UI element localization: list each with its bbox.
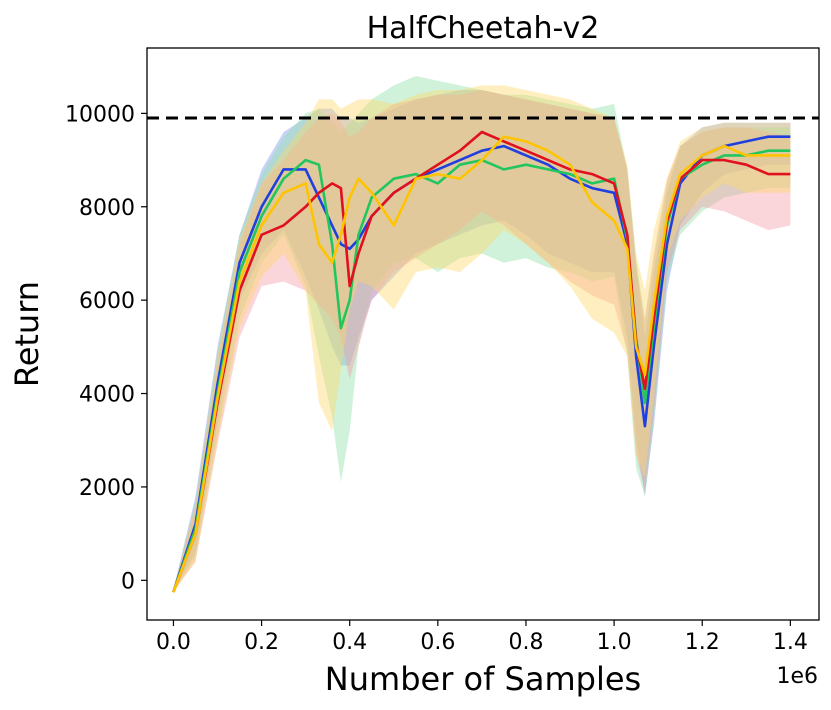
series-line-blue xyxy=(172,135,791,593)
band-green xyxy=(173,76,791,592)
x-tick-label: 1.2 xyxy=(685,630,720,655)
plot-frame xyxy=(146,47,820,621)
y-axis-label: Return xyxy=(8,281,46,387)
y-tick-label: 6000 xyxy=(79,289,135,314)
series-line-red xyxy=(172,130,791,593)
x-tick-label: 0.0 xyxy=(156,630,191,655)
chart-title: HalfCheetah-v2 xyxy=(367,11,600,46)
x-axis: 0.0 0.2 0.4 0.6 0.8 1.0 1.2 1.4 xyxy=(156,620,808,655)
series-line-yellow xyxy=(172,135,791,593)
y-tick-label: 0 xyxy=(121,569,135,594)
x-axis-offset-label: 1e6 xyxy=(776,664,818,689)
y-tick-label: 10000 xyxy=(65,102,135,127)
y-tick-label: 4000 xyxy=(79,383,135,408)
x-tick-label: 0.2 xyxy=(244,630,279,655)
x-tick-label: 0.4 xyxy=(332,630,367,655)
x-axis-label: Number of Samples xyxy=(325,660,641,698)
confidence-bands xyxy=(173,76,791,593)
y-tick-label: 2000 xyxy=(79,476,135,501)
x-tick-label: 1.0 xyxy=(597,630,632,655)
x-tick-label: 0.8 xyxy=(508,630,543,655)
x-tick-label: 1.4 xyxy=(773,630,808,655)
x-tick-label: 0.6 xyxy=(420,630,455,655)
y-axis: 0 2000 4000 6000 8000 10000 xyxy=(65,102,147,594)
series-lines xyxy=(172,130,791,593)
y-tick-label: 8000 xyxy=(79,196,135,221)
